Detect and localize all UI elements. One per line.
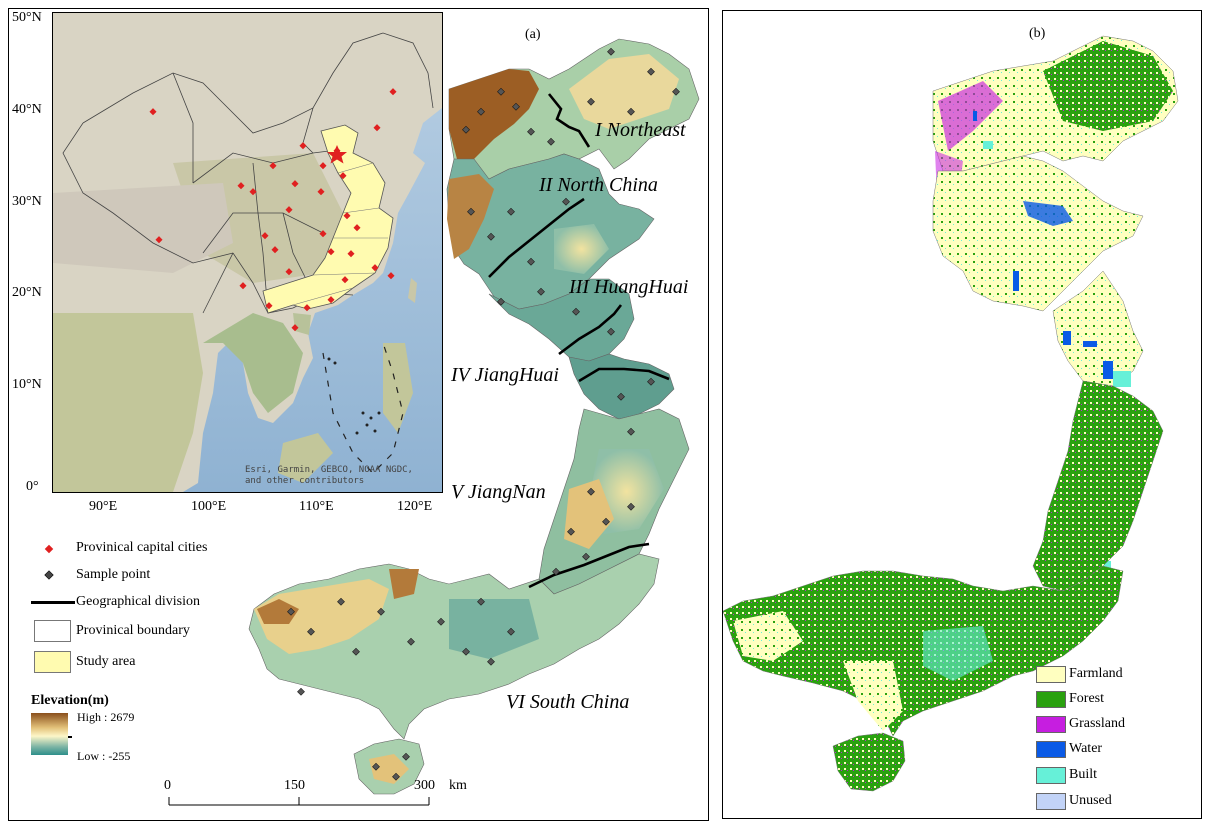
landuse-map (723, 35, 1179, 792)
lon-tick-100: 100°E (191, 499, 227, 514)
division-line-swatch (31, 601, 75, 604)
legend-study-area: Study area (76, 654, 136, 669)
region-label-jianghuai: IV JiangHuai (451, 364, 559, 386)
legend-division: Geographical division (76, 594, 201, 609)
region-northchina-area (446, 153, 655, 310)
legend-boundary: Provinical boundary (76, 623, 190, 638)
scale-tick-300: 300 (414, 778, 435, 793)
ramp-tick (68, 736, 72, 738)
scale-bar-line (168, 797, 430, 806)
legend-label-forest: Forest (1069, 691, 1104, 706)
attribution-line1: Esri, Garmin, GEBCO, NOAA NGDC, (245, 465, 413, 475)
legend-label-farmland: Farmland (1069, 666, 1123, 681)
legend-swatch-farmland (1036, 666, 1066, 683)
capital-star-icon (327, 145, 347, 164)
legend-swatch-water (1036, 741, 1066, 758)
lat-tick-30: 30°N (12, 194, 42, 209)
scale-unit: km (449, 778, 467, 793)
lon-tick-110: 110°E (299, 499, 334, 514)
lat-tick-50: 50°N (12, 10, 42, 25)
panel-b-label: (b) (1029, 26, 1046, 41)
region-label-southchina: VI South China (506, 691, 630, 713)
region-huanghuai-area (488, 278, 635, 362)
inset-overview-map: Esri, Garmin, GEBCO, NOAA NGDC, and othe… (52, 12, 443, 493)
northeast-highland (449, 69, 539, 159)
attribution-line2: and other contributors (245, 476, 365, 486)
panel-b-landuse-map: (b) (722, 10, 1202, 819)
sample-point-icon (44, 570, 54, 580)
legend-label-grassland: Grassland (1069, 716, 1125, 731)
legend-swatch-forest (1036, 691, 1066, 708)
legend-label-unused: Unused (1069, 793, 1112, 808)
lat-tick-40: 40°N (12, 102, 42, 117)
lat-tick-20: 20°N (12, 285, 42, 300)
inset-attribution: Esri, Garmin, GEBCO, NOAA NGDC, and othe… (245, 465, 413, 487)
legend-sample: Sample point (76, 567, 151, 582)
landuse-jiangnan (1032, 380, 1164, 592)
region-label-jiangnan: V JiangNan (451, 481, 546, 503)
study-area-swatch (34, 651, 71, 673)
lon-tick-120: 120°E (397, 499, 433, 514)
capital-city-icon (44, 544, 54, 554)
legend-capital: Provinical capital cities (76, 540, 208, 555)
landuse-northchina (932, 155, 1144, 312)
region-label-northeast: I Northeast (595, 119, 686, 141)
inset-basemap (53, 13, 442, 492)
lat-tick-10: 10°N (12, 377, 42, 392)
legend-swatch-built (1036, 767, 1066, 784)
legend-swatch-unused (1036, 793, 1066, 810)
landuse-hainan (832, 732, 906, 792)
region-label-huanghuai: III HuangHuai (569, 276, 689, 298)
legend-label-water: Water (1069, 741, 1103, 756)
elevation-legend-title: Elevation(m) (31, 693, 109, 708)
scale-tick-150: 150 (284, 778, 305, 793)
region-label-northchina: II North China (539, 174, 658, 196)
lat-tick-0: 0° (26, 479, 39, 494)
geographical-division-lines (488, 93, 670, 589)
elevation-low-label: Low : -255 (77, 749, 131, 763)
boundary-swatch (34, 620, 71, 642)
lon-tick-90: 90°E (89, 499, 118, 514)
landuse-huanghuai (1052, 270, 1144, 387)
sample-points (287, 47, 680, 781)
panel-a-elevation-map: (a) (8, 8, 709, 821)
panel-a-label: (a) (525, 27, 541, 42)
inset-capital-cities (149, 88, 397, 332)
elevation-color-ramp (31, 713, 68, 755)
elevation-high-label: High : 2679 (77, 710, 135, 724)
elevation-map (248, 38, 700, 795)
legend-label-built: Built (1069, 767, 1098, 782)
legend-swatch-grassland (1036, 716, 1066, 733)
scale-tick-0: 0 (164, 778, 171, 793)
